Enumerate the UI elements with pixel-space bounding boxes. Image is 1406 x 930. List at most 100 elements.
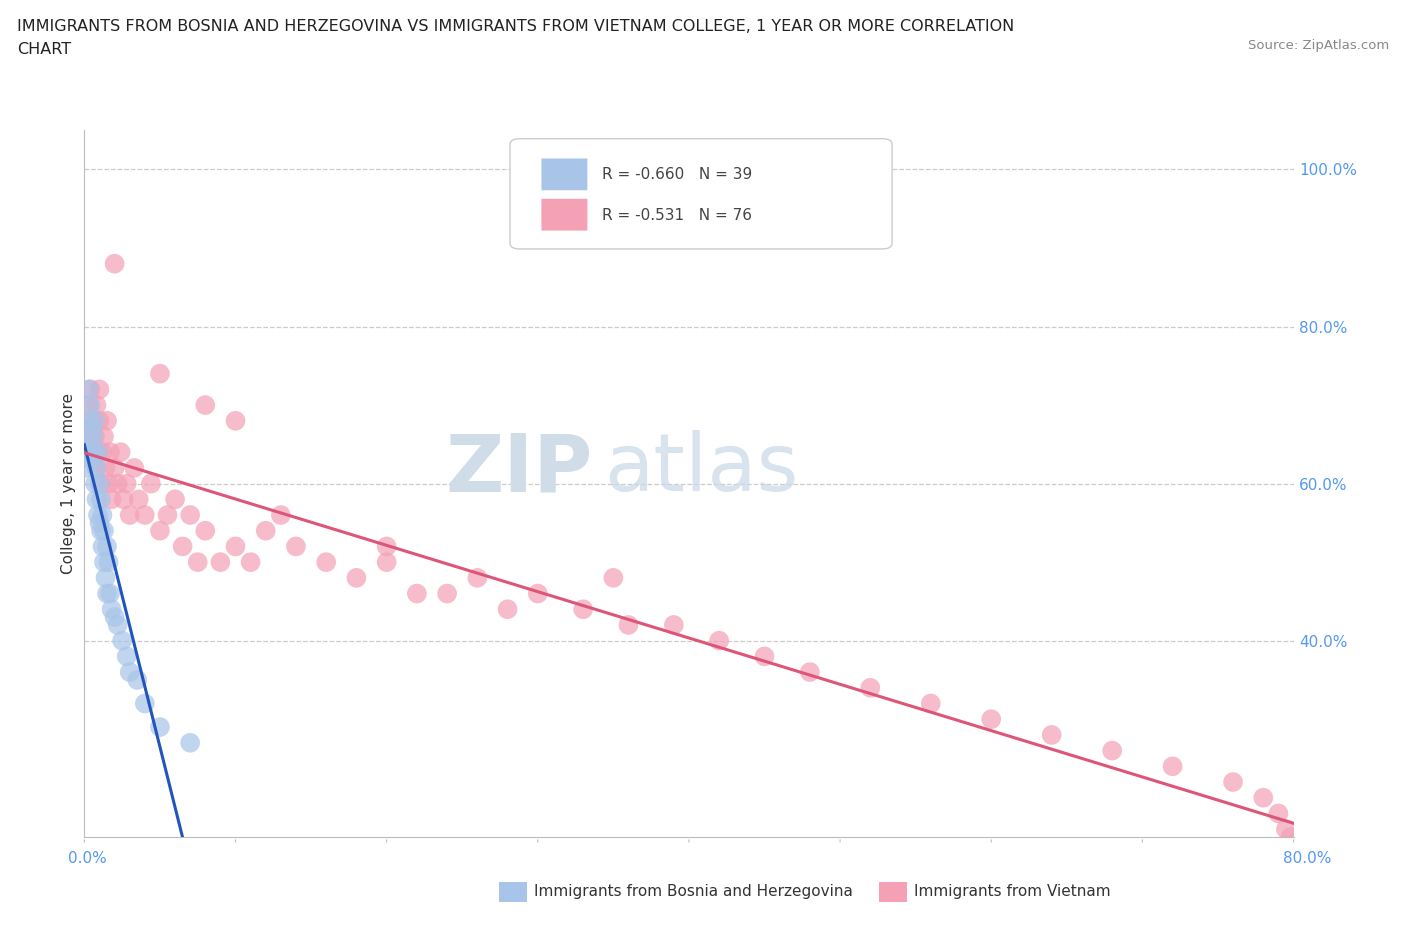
Point (104, 460, 127, 475)
Point (149, 524, 172, 538)
Point (1222, 775, 1244, 790)
Point (980, 711, 1002, 726)
Point (346, 570, 368, 585)
Point (89, 515, 111, 530)
Text: ZIP: ZIP (444, 431, 592, 509)
Point (97, 476, 120, 491)
Point (87, 445, 110, 459)
Y-axis label: College, 1 year or more: College, 1 year or more (60, 393, 76, 574)
Point (225, 413, 247, 428)
Point (93, 429, 115, 444)
Point (406, 586, 429, 601)
Text: Source: ZipAtlas.com: Source: ZipAtlas.com (1249, 39, 1389, 52)
Point (128, 492, 150, 507)
Point (82, 429, 104, 444)
Point (107, 476, 129, 491)
Point (134, 508, 156, 523)
Point (285, 539, 308, 554)
Point (118, 508, 141, 523)
Point (239, 554, 262, 569)
Point (179, 508, 201, 523)
Point (80, 429, 103, 444)
Point (1253, 790, 1275, 805)
Point (75, 437, 97, 452)
Point (172, 539, 194, 554)
Point (709, 633, 731, 648)
Point (165, 492, 187, 507)
Text: atlas: atlas (605, 431, 799, 509)
Point (104, 610, 127, 625)
Text: Immigrants from Vietnam: Immigrants from Vietnam (914, 884, 1111, 898)
Point (97, 554, 120, 569)
Point (134, 696, 156, 711)
Point (96, 413, 118, 428)
Point (194, 524, 217, 538)
Point (127, 672, 149, 687)
Point (75, 460, 97, 475)
Point (93, 524, 115, 538)
Text: IMMIGRANTS FROM BOSNIA AND HERZEGOVINA VS IMMIGRANTS FROM VIETNAM COLLEGE, 1 YEA: IMMIGRANTS FROM BOSNIA AND HERZEGOVINA V… (17, 19, 1014, 33)
Point (77, 398, 100, 413)
FancyBboxPatch shape (541, 158, 588, 191)
Point (86, 460, 108, 475)
Point (87, 508, 110, 523)
Point (115, 649, 138, 664)
Point (436, 586, 458, 601)
Text: Immigrants from Bosnia and Herzegovina: Immigrants from Bosnia and Herzegovina (534, 884, 853, 898)
Point (96, 539, 118, 554)
Point (1275, 822, 1298, 837)
Point (86, 460, 108, 475)
Point (270, 508, 292, 523)
Point (90, 524, 112, 538)
Point (98, 586, 121, 601)
Point (527, 586, 550, 601)
Point (662, 618, 685, 632)
Point (617, 618, 640, 632)
Point (100, 602, 122, 617)
Point (156, 508, 179, 523)
Point (1282, 837, 1305, 852)
Point (96, 586, 118, 601)
Text: R = -0.531   N = 76: R = -0.531 N = 76 (602, 207, 752, 222)
Point (84, 476, 107, 491)
Point (82, 445, 104, 459)
Point (1267, 806, 1289, 821)
Point (315, 554, 337, 569)
Point (84, 429, 107, 444)
Point (209, 554, 232, 569)
Point (112, 492, 135, 507)
Point (77, 382, 100, 397)
Text: 80.0%: 80.0% (1284, 851, 1331, 866)
Point (1161, 759, 1184, 774)
Point (572, 602, 595, 617)
Point (84, 413, 107, 428)
Point (375, 539, 398, 554)
Point (100, 492, 122, 507)
Point (118, 665, 141, 680)
Point (91, 539, 114, 554)
Point (80, 421, 103, 436)
Point (77, 413, 100, 428)
Point (80, 453, 103, 468)
Point (87, 445, 110, 459)
Point (1101, 743, 1123, 758)
Point (187, 554, 209, 569)
Point (82, 445, 104, 459)
Point (225, 539, 247, 554)
Point (111, 633, 134, 648)
Point (115, 476, 138, 491)
Point (79, 382, 101, 397)
Point (1040, 727, 1063, 742)
FancyBboxPatch shape (541, 199, 588, 231)
Text: CHART: CHART (17, 42, 70, 57)
Point (467, 570, 489, 585)
Point (79, 437, 101, 452)
Point (86, 492, 108, 507)
Point (149, 720, 172, 735)
Point (94, 460, 117, 475)
Point (89, 382, 111, 397)
Point (98, 445, 121, 459)
Text: 0.0%: 0.0% (67, 851, 107, 866)
Point (91, 445, 114, 459)
Point (139, 476, 162, 491)
